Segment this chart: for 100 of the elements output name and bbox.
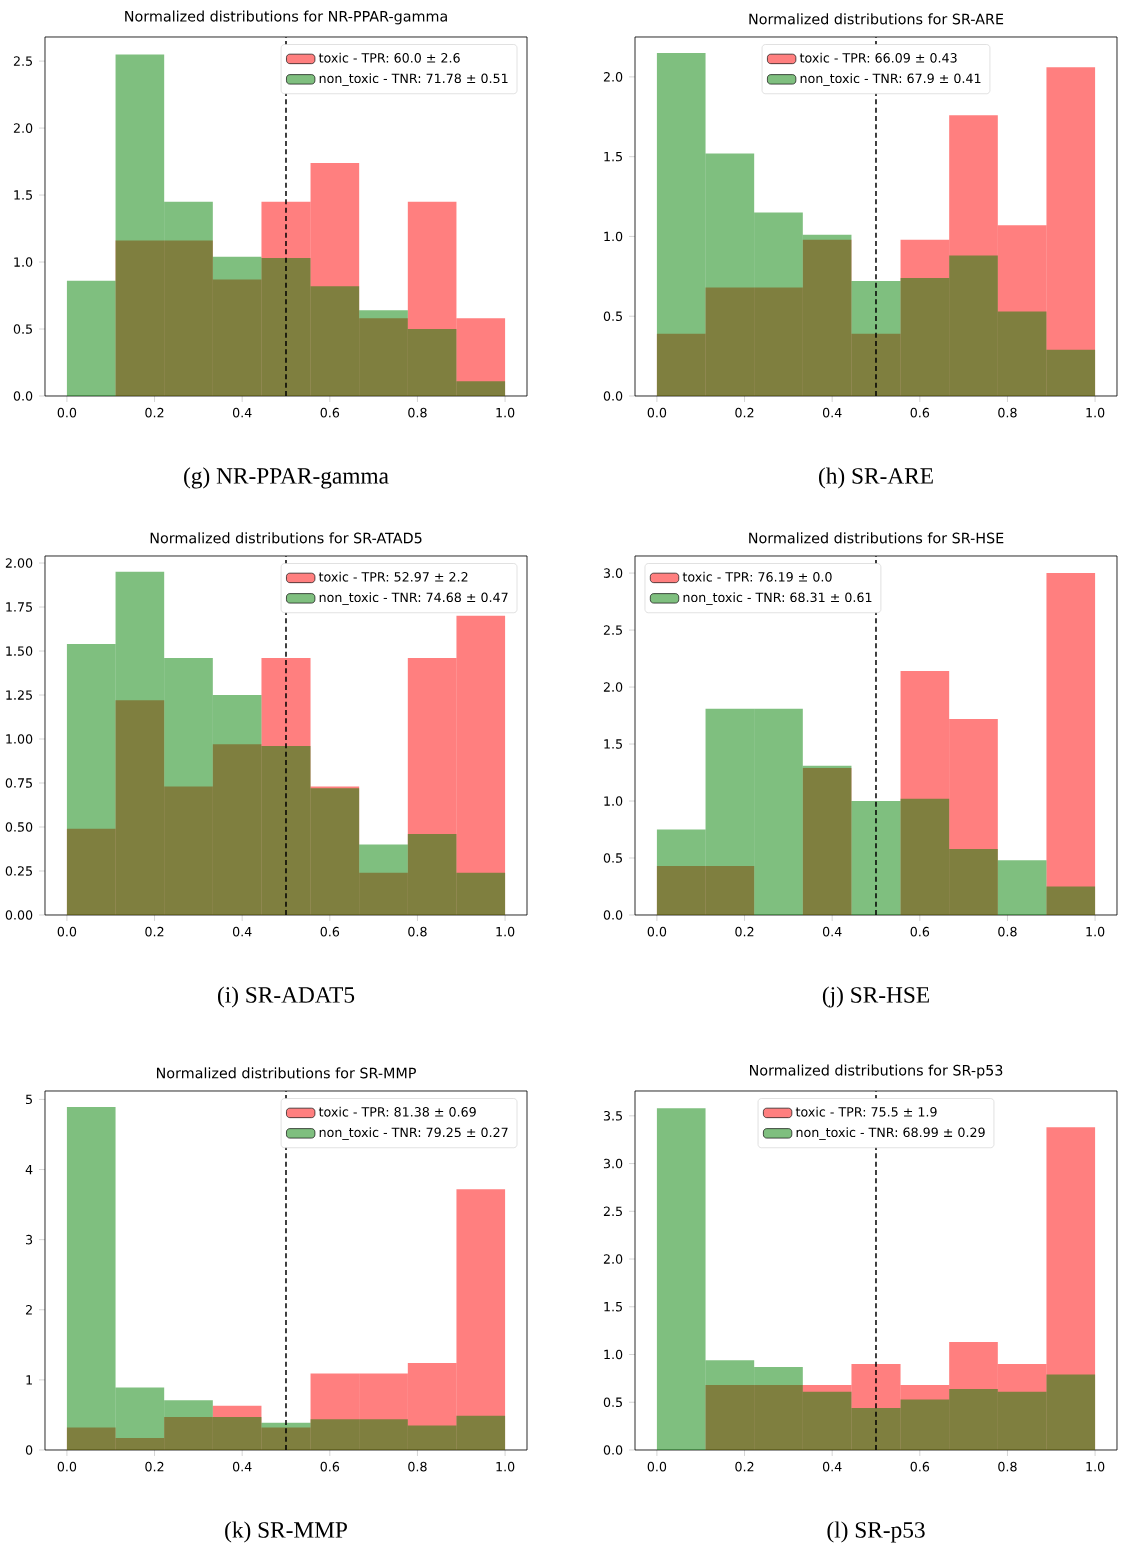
legend-label: non_toxic - TNR: 68.99 ± 0.29 — [796, 1127, 985, 1140]
x-tick-label: 0.2 — [735, 1461, 754, 1472]
x-tick-label: 0.6 — [910, 926, 930, 937]
chart-title: Normalized distributions for NR-PPAR-gamma — [125, 10, 447, 25]
y-tick-label: 1.5 — [604, 739, 622, 749]
x-tick-label: 0.8 — [998, 407, 1017, 418]
y-tick-label: 3.0 — [603, 1158, 623, 1169]
y-tick-label: 0.0 — [603, 1445, 623, 1455]
y-tick-label: 3.0 — [603, 568, 623, 578]
y-tick-label: 3 — [26, 1234, 33, 1245]
legend-label: non_toxic - TNR: 68.31 ± 0.61 — [683, 592, 872, 605]
y-tick-label: 3.5 — [603, 1111, 622, 1121]
legend-label: toxic - TPR: 66.09 ± 0.43 — [799, 52, 957, 63]
x-tick-label: 0.2 — [145, 1461, 164, 1472]
x-tick-label: 0.8 — [408, 1461, 427, 1472]
y-tick-label: 1 — [26, 1375, 32, 1385]
y-tick-label: 0.50 — [5, 822, 33, 832]
y-tick-label: 0.5 — [603, 311, 622, 322]
x-tick-label: 0.0 — [57, 407, 77, 418]
x-tick-label: 0.4 — [822, 407, 842, 418]
y-tick-label: 2.0 — [603, 682, 623, 692]
y-tick-label: 2.5 — [603, 625, 622, 635]
y-tick-label: 1.5 — [604, 1302, 622, 1312]
y-tick-label: 2.0 — [13, 123, 33, 133]
x-tick-label: 0.0 — [57, 1461, 77, 1472]
x-tick-label: 0.8 — [408, 926, 427, 937]
y-tick-label: 2.0 — [603, 72, 623, 82]
x-tick-label: 0.0 — [57, 926, 77, 937]
x-tick-label: 0.2 — [735, 407, 754, 418]
legend-label: toxic - TPR: 81.38 ± 0.69 — [318, 1106, 476, 1117]
chart-title: Normalized distributions for SR-HSE — [749, 532, 1004, 544]
x-tick-label: 0.0 — [647, 407, 667, 418]
text: (j) SR-HSE — [822, 986, 929, 1008]
y-tick-label: 5 — [26, 1094, 32, 1105]
x-tick-label: 0.4 — [822, 1461, 842, 1472]
x-tick-label: 0.0 — [647, 1461, 667, 1472]
text: (l) SR-p53 — [827, 1521, 925, 1543]
y-tick-label: 0.0 — [603, 391, 623, 401]
legend-label: toxic - TPR: 76.19 ± 0.0 — [682, 571, 832, 582]
y-tick-label: 0.25 — [5, 866, 32, 876]
x-tick-label: 0.6 — [320, 1461, 340, 1472]
x-tick-label: 0.6 — [910, 407, 930, 418]
y-tick-label: 1.00 — [6, 734, 33, 744]
y-tick-label: 0.75 — [5, 778, 32, 788]
text: (g) NR-PPAR-gamma — [184, 467, 389, 489]
x-tick-label: 1.0 — [496, 407, 515, 418]
x-tick-label: 0.8 — [998, 1461, 1017, 1472]
x-tick-label: 1.0 — [1086, 926, 1105, 937]
text: (i) SR-ADAT5 — [217, 986, 355, 1008]
chart-title: Normalized distributions for SR-ARE — [749, 13, 1004, 25]
legend-label: non_toxic - TNR: 67.9 ± 0.41 — [800, 73, 981, 86]
y-tick-label: 0.5 — [603, 853, 622, 863]
y-tick-label: 1.0 — [604, 231, 623, 242]
x-tick-label: 1.0 — [1086, 1461, 1105, 1472]
y-tick-label: 0.5 — [13, 324, 32, 334]
y-tick-label: 2.0 — [603, 1254, 623, 1264]
x-tick-label: 1.0 — [496, 1461, 515, 1472]
legend-label: toxic - TPR: 52.97 ± 2.2 — [318, 571, 468, 582]
y-tick-label: 2 — [25, 1305, 32, 1315]
legend-label: non_toxic - TNR: 79.25 ± 0.27 — [319, 1127, 508, 1140]
y-tick-label: 1.75 — [6, 602, 32, 612]
text: (h) SR-ARE — [819, 467, 933, 489]
x-tick-label: 1.0 — [1086, 407, 1105, 418]
x-tick-label: 0.6 — [910, 1461, 930, 1472]
y-tick-label: 1.5 — [604, 151, 622, 162]
legend-label: non_toxic - TNR: 71.78 ± 0.51 — [319, 73, 508, 86]
x-tick-label: 0.2 — [145, 407, 164, 418]
x-tick-label: 0.2 — [735, 926, 754, 937]
y-tick-label: 1.50 — [6, 646, 33, 656]
y-tick-label: 2.00 — [5, 558, 33, 568]
x-tick-label: 0.8 — [998, 926, 1017, 937]
x-tick-label: 0.2 — [145, 926, 164, 937]
x-tick-label: 0.0 — [647, 926, 667, 937]
y-tick-label: 4 — [25, 1164, 33, 1175]
x-tick-label: 0.6 — [320, 407, 340, 418]
y-tick-label: 0 — [25, 1445, 33, 1455]
x-tick-label: 0.4 — [232, 1461, 252, 1472]
x-tick-label: 0.6 — [320, 926, 340, 937]
legend-label: toxic - TPR: 60.0 ± 2.6 — [318, 52, 460, 63]
chart-title: Normalized distributions for SR-p53 — [750, 1064, 1003, 1079]
x-tick-label: 0.4 — [822, 926, 842, 937]
x-tick-label: 1.0 — [496, 926, 515, 937]
chart-title: Normalized distributions for SR-ATAD5 — [150, 532, 422, 544]
legend-label: toxic - TPR: 75.5 ± 1.9 — [795, 1106, 937, 1117]
chart-title: Normalized distributions for SR-MMP — [156, 1067, 416, 1079]
x-tick-label: 0.8 — [408, 407, 427, 418]
y-tick-label: 1.0 — [14, 257, 33, 267]
y-tick-label: 1.25 — [6, 690, 32, 700]
y-tick-label: 1.0 — [604, 1349, 623, 1360]
legend-label: non_toxic - TNR: 74.68 ± 0.47 — [319, 592, 508, 605]
y-tick-label: 0.5 — [603, 1397, 622, 1408]
y-tick-label: 0.00 — [5, 910, 33, 920]
x-tick-label: 0.4 — [232, 926, 252, 937]
y-tick-label: 2.5 — [13, 56, 32, 66]
y-tick-label: 0.0 — [603, 910, 623, 920]
y-tick-label: 0.0 — [13, 391, 33, 401]
y-tick-label: 1.5 — [14, 190, 32, 200]
y-tick-label: 2.5 — [603, 1206, 622, 1217]
text: (k) SR-MMP — [225, 1521, 347, 1543]
y-tick-label: 1.0 — [604, 796, 623, 806]
